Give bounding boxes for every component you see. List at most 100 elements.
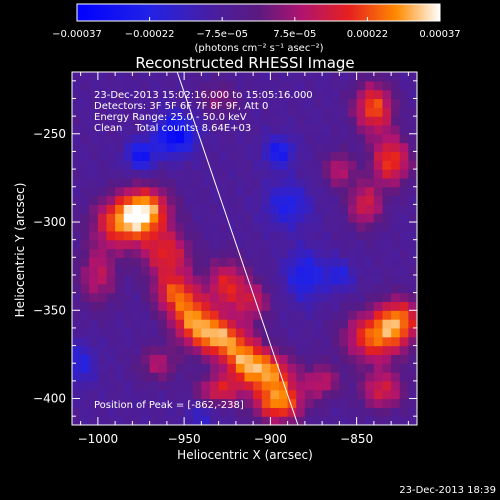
heatmap-cell	[253, 274, 263, 285]
heatmap-cell	[97, 336, 108, 347]
heatmap-cell	[244, 416, 254, 425]
heatmap-cell	[244, 239, 254, 250]
heatmap-cell	[235, 301, 246, 311]
heatmap-cell	[166, 169, 177, 179]
heatmap-cell	[227, 195, 237, 205]
heatmap-cell	[218, 142, 228, 153]
heatmap-cell	[72, 389, 82, 400]
heatmap-cell	[322, 107, 332, 117]
heatmap-cell	[261, 142, 271, 153]
heatmap-cell	[192, 336, 202, 347]
heatmap-cell	[192, 354, 202, 364]
heatmap-cell	[339, 389, 349, 400]
heatmap-cell	[399, 239, 409, 250]
heatmap-cell	[399, 319, 409, 329]
heatmap-cell	[149, 133, 159, 144]
heatmap-cell	[80, 89, 90, 100]
heatmap-cell	[304, 301, 315, 311]
heatmap-cell	[339, 398, 349, 408]
heatmap-cell	[287, 416, 297, 425]
heatmap-cell	[89, 142, 99, 153]
heatmap-cell	[296, 133, 306, 144]
heatmap-cell	[382, 98, 392, 108]
heatmap-cell	[97, 222, 108, 232]
heatmap-cell	[158, 204, 168, 214]
heatmap-cell	[270, 310, 280, 320]
heatmap-cell	[356, 257, 366, 267]
heatmap-cell	[123, 230, 133, 241]
heatmap-cell	[348, 372, 358, 382]
heatmap-cell	[166, 230, 177, 241]
heatmap-cell	[382, 133, 392, 144]
heatmap-cell	[270, 133, 280, 144]
heatmap-cell	[106, 363, 116, 373]
heatmap-cell	[348, 310, 358, 320]
heatmap-cell	[391, 389, 401, 400]
heatmap-cell	[201, 124, 211, 135]
heatmap-cell	[313, 345, 323, 355]
heatmap-cell	[115, 354, 125, 364]
heatmap-cell	[97, 204, 108, 214]
heatmap-cell	[141, 257, 151, 267]
heatmap-cell	[158, 213, 168, 223]
heatmap-cell	[72, 204, 82, 214]
heatmap-cell	[322, 80, 332, 91]
heatmap-cell	[399, 89, 409, 100]
heatmap-cell	[158, 195, 168, 205]
heatmap-cell	[244, 160, 254, 170]
heatmap-cell	[382, 80, 392, 91]
heatmap-cell	[313, 98, 323, 108]
heatmap-cell	[227, 177, 237, 188]
heatmap-cell	[313, 336, 323, 347]
heatmap-cell	[158, 292, 168, 303]
heatmap-cell	[348, 319, 358, 329]
heatmap-cell	[313, 248, 323, 258]
heatmap-cell	[184, 292, 194, 303]
heatmap-cell	[166, 274, 177, 285]
heatmap-cell	[227, 310, 237, 320]
heatmap-cell	[304, 72, 315, 82]
heatmap-cell	[97, 416, 108, 425]
heatmap-cell	[141, 222, 151, 232]
heatmap-cell	[313, 380, 323, 391]
heatmap-cell	[175, 239, 185, 250]
heatmap-cell	[123, 160, 133, 170]
heatmap-cell	[356, 160, 366, 170]
heatmap-cell	[158, 151, 168, 161]
heatmap-cell	[270, 336, 280, 347]
heatmap-cell	[253, 372, 263, 382]
heatmap-cell	[201, 107, 211, 117]
heatmap-cell	[175, 89, 185, 100]
heatmap-cell	[158, 319, 168, 329]
heatmap-cell	[373, 380, 384, 391]
heatmap-cell	[313, 186, 323, 197]
heatmap-cell	[218, 310, 228, 320]
heatmap-cell	[97, 177, 108, 188]
heatmap-cell	[270, 89, 280, 100]
heatmap-cell	[141, 336, 151, 347]
heatmap-cell	[253, 195, 263, 205]
heatmap-cell	[123, 124, 133, 135]
heatmap-cell	[339, 372, 349, 382]
heatmap-cell	[72, 186, 82, 197]
heatmap-cell	[210, 301, 220, 311]
heatmap-cell	[227, 116, 237, 126]
heatmap-cell	[279, 186, 289, 197]
heatmap-cell	[227, 186, 237, 197]
heatmap-cell	[270, 301, 280, 311]
heatmap-cell	[279, 142, 289, 153]
heatmap-cell	[89, 230, 99, 241]
heatmap-cell	[166, 116, 177, 126]
heatmap-cell	[313, 354, 323, 364]
heatmap-cell	[391, 310, 401, 320]
heatmap-cell	[356, 389, 366, 400]
heatmap-cell	[192, 407, 202, 417]
heatmap-cell	[97, 151, 108, 161]
heatmap-cell	[322, 407, 332, 417]
heatmap-cell	[365, 266, 375, 276]
heatmap-cell	[89, 89, 99, 100]
heatmap-cell	[365, 345, 375, 355]
heatmap-cell	[123, 89, 133, 100]
heatmap-cell	[330, 372, 340, 382]
heatmap-cell	[279, 151, 289, 161]
